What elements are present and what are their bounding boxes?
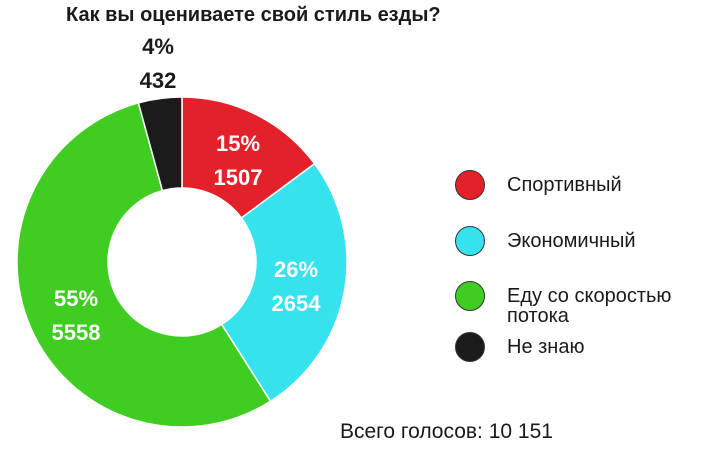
chart-title: Как вы оцениваете свой стиль езды? xyxy=(66,4,441,26)
value-label: 5558 xyxy=(52,320,101,345)
percent-label: 15% xyxy=(216,131,260,156)
value-label: 432 xyxy=(140,68,177,93)
legend-item: Не знаю xyxy=(455,332,697,362)
percent-label: 26% xyxy=(274,257,318,282)
percent-label: 55% xyxy=(54,286,98,311)
legend-swatch xyxy=(455,226,485,256)
legend-label: Еду со скоростью потока xyxy=(507,285,672,327)
legend-label: Не знаю xyxy=(507,336,585,358)
legend-label: Спортивный xyxy=(507,174,622,196)
value-label: 2654 xyxy=(272,291,322,316)
legend-item: Спортивный xyxy=(455,170,697,200)
percent-label: 4% xyxy=(142,34,174,59)
slice xyxy=(16,101,272,428)
legend-swatch xyxy=(455,281,485,311)
legend-swatch xyxy=(455,170,485,200)
legend-item: Экономичный xyxy=(455,226,697,256)
value-label: 1507 xyxy=(214,165,263,190)
legend-swatch xyxy=(455,332,485,362)
legend-label: Экономичный xyxy=(507,230,636,252)
total-votes: Всего голосов: 10 151 xyxy=(340,420,553,443)
slice xyxy=(220,162,348,403)
slice xyxy=(137,96,183,192)
legend-item: Еду со скоростью потока xyxy=(455,281,697,326)
